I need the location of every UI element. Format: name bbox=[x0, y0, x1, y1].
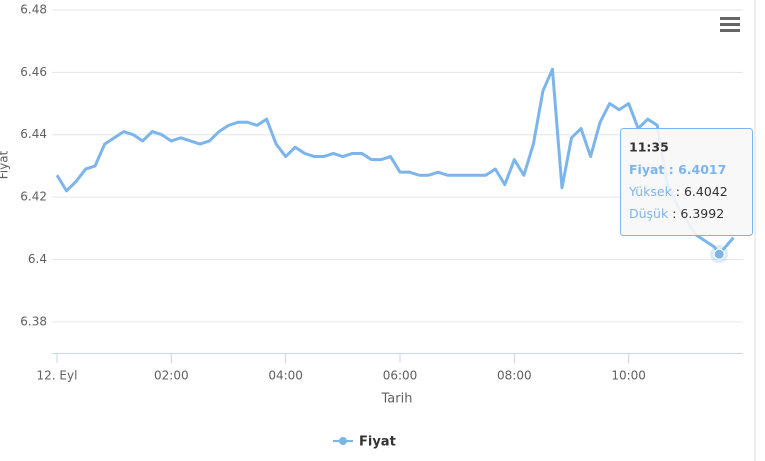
menu-button[interactable] bbox=[720, 17, 740, 32]
legend-label: Fiyat bbox=[359, 435, 396, 450]
x-tick-label: 12. Eyl bbox=[37, 369, 78, 383]
legend-item[interactable]: Fiyat bbox=[333, 435, 396, 450]
legend-marker bbox=[339, 437, 347, 445]
x-tick-label: 10:00 bbox=[611, 369, 646, 383]
tooltip-value: 6.4017 bbox=[678, 162, 726, 177]
x-axis-title: Tarih bbox=[381, 392, 413, 407]
tooltip-label: Düşük bbox=[629, 206, 669, 221]
tooltip-row: Düşük : 6.3992 bbox=[629, 206, 724, 221]
y-tick-label: 6.38 bbox=[20, 314, 47, 328]
menu-bar bbox=[720, 23, 740, 26]
tooltip-row: Yüksek : 6.4042 bbox=[628, 184, 728, 199]
tooltip-box bbox=[620, 128, 753, 236]
tooltip-label: Yüksek bbox=[628, 184, 673, 199]
separator: : bbox=[668, 206, 680, 221]
x-tick-label: 08:00 bbox=[497, 369, 532, 383]
y-tick-label: 6.46 bbox=[20, 65, 47, 79]
y-tick-label: 6.4 bbox=[28, 252, 47, 266]
tooltip-row: Fiyat : 6.4017 bbox=[629, 162, 726, 177]
tooltip-value: 6.4042 bbox=[684, 184, 728, 199]
hover-marker bbox=[713, 248, 725, 260]
y-tick-label: 6.44 bbox=[20, 127, 47, 141]
x-tick-label: 06:00 bbox=[383, 369, 418, 383]
tooltip-value: 6.3992 bbox=[680, 206, 724, 221]
y-tick-label: 6.48 bbox=[20, 3, 47, 17]
separator: : bbox=[664, 162, 678, 177]
menu-bar bbox=[720, 29, 740, 32]
tooltip-time: 11:35 bbox=[629, 140, 669, 155]
x-tick-label: 04:00 bbox=[268, 369, 303, 383]
x-tick-label: 02:00 bbox=[154, 369, 189, 383]
y-axis-title: Fiyat bbox=[0, 150, 11, 179]
menu-bar bbox=[720, 17, 740, 20]
tooltip: 11:35 Fiyat : 6.4017 Yüksek : 6.4042 Düş… bbox=[620, 128, 753, 236]
separator: : bbox=[672, 184, 684, 199]
tooltip-label: Fiyat bbox=[629, 162, 664, 177]
y-tick-label: 6.42 bbox=[20, 190, 47, 204]
series-line bbox=[55, 67, 735, 256]
